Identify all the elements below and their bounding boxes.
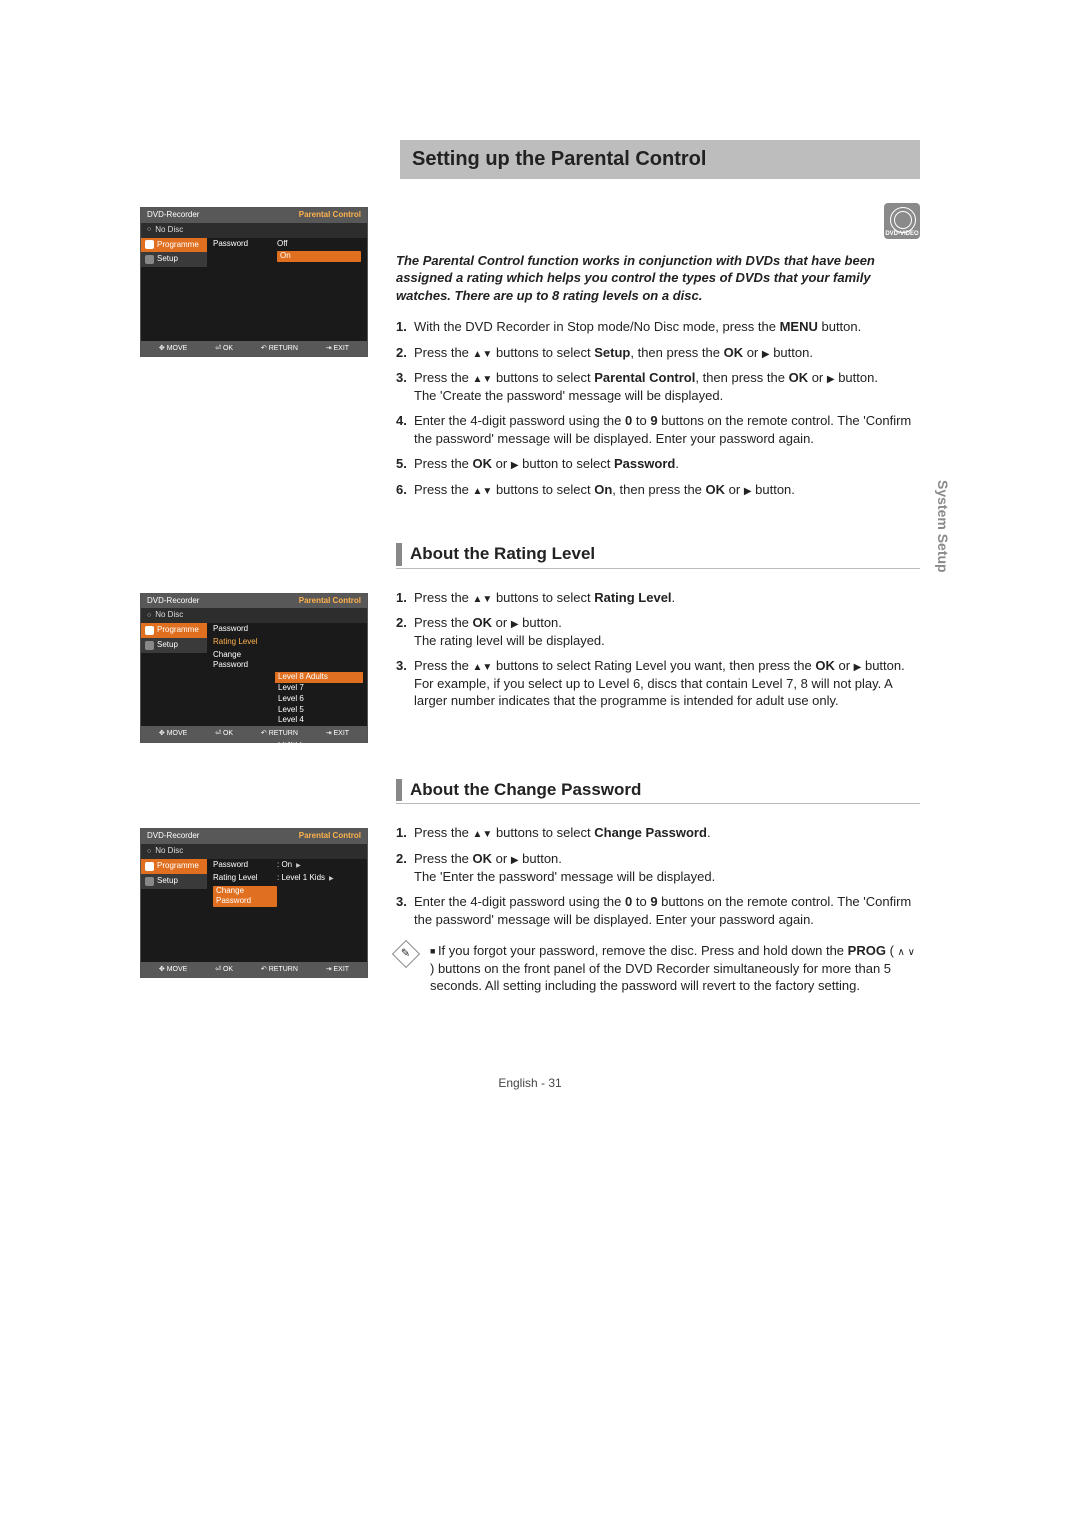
osd-footer: ✥ MOVE ⏎ OK ↶ RETURN ⇥ EXIT	[141, 726, 367, 741]
note-block: ✎ If you forgot your password, remove th…	[396, 942, 920, 995]
osd-nodisc: No Disc	[141, 608, 367, 623]
step-item: 3.Press the ▲▼ buttons to select Parenta…	[396, 369, 920, 404]
changepw-heading: About the Change Password	[396, 779, 920, 802]
page-title: Setting up the Parental Control	[400, 140, 920, 179]
step-item: 1.Press the ▲▼ buttons to select Change …	[396, 824, 920, 842]
osd-section-label: Parental Control	[299, 210, 361, 221]
step-item: 5.Press the OK or ▶ button to select Pas…	[396, 455, 920, 473]
osd-footer: ✥ MOVE ⏎ OK ↶ RETURN ⇥ EXIT	[141, 962, 367, 977]
osd-nodisc: No Disc	[141, 223, 367, 238]
step-item: 1.Press the ▲▼ buttons to select Rating …	[396, 589, 920, 607]
osd-side-programme: Programme	[141, 859, 207, 874]
osd-screenshot-1: DVD-Recorder Parental Control No Disc Pr…	[140, 203, 372, 507]
step-item: 6.Press the ▲▼ buttons to select On, the…	[396, 481, 920, 499]
osd-screenshot-2: DVD-Recorder Parental Control No Disc Pr…	[140, 589, 372, 743]
rating-steps: 1.Press the ▲▼ buttons to select Rating …	[396, 589, 920, 710]
dvd-video-badge: DVD-VIDEO	[884, 203, 920, 239]
note-text: If you forgot your password, remove the …	[426, 942, 920, 995]
changepw-steps: 1.Press the ▲▼ buttons to select Change …	[396, 824, 920, 928]
osd-footer: ✥ MOVE ⏎ OK ↶ RETURN ⇥ EXIT	[141, 341, 367, 356]
step-item: 3.Enter the 4-digit password using the 0…	[396, 893, 920, 928]
osd-level-item: Level 5	[275, 705, 363, 716]
page-footer: English - 31	[140, 1075, 920, 1091]
osd-section-label: Parental Control	[299, 596, 361, 607]
osd-side-setup: Setup	[141, 638, 207, 653]
osd-side-programme: Programme	[141, 238, 207, 253]
osd-changepw: Change Password	[213, 886, 277, 908]
osd-level-list: Level 8 AdultsLevel 7Level 6Level 5Level…	[275, 672, 363, 758]
note-icon: ✎	[392, 940, 420, 968]
osd-level-item: Level 7	[275, 683, 363, 694]
osd-level-item: Level 4	[275, 715, 363, 726]
osd-password-label: Password	[213, 239, 277, 250]
intro-text: The Parental Control function works in c…	[396, 252, 920, 305]
side-tab: System Setup	[933, 480, 952, 573]
rating-heading: About the Rating Level	[396, 543, 920, 566]
osd-level-item: Level 8 Adults	[275, 672, 363, 683]
step-item: 1.With the DVD Recorder in Stop mode/No …	[396, 318, 920, 336]
osd-screenshot-3: DVD-Recorder Parental Control No Disc Pr…	[140, 824, 372, 994]
main-steps: 1.With the DVD Recorder in Stop mode/No …	[396, 318, 920, 498]
osd-rating: Rating Level	[213, 637, 277, 648]
osd-recorder-label: DVD-Recorder	[147, 210, 199, 221]
osd-side-programme: Programme	[141, 623, 207, 638]
step-item: 4.Enter the 4-digit password using the 0…	[396, 412, 920, 447]
osd-recorder-label: DVD-Recorder	[147, 596, 199, 607]
step-item: 3.Press the ▲▼ buttons to select Rating …	[396, 657, 920, 710]
step-item: 2.Press the ▲▼ buttons to select Setup, …	[396, 344, 920, 362]
osd-nodisc: No Disc	[141, 844, 367, 859]
osd-on: On	[277, 251, 361, 262]
osd-section-label: Parental Control	[299, 831, 361, 842]
osd-side-setup: Setup	[141, 874, 207, 889]
osd-changepw: Change Password	[213, 650, 277, 672]
osd-password: Password	[213, 860, 277, 871]
osd-password: Password	[213, 624, 277, 635]
osd-level-item: Level 1 Kids	[275, 748, 363, 759]
osd-rating-val: : Level 1 Kids	[277, 873, 361, 884]
osd-side-setup: Setup	[141, 252, 207, 267]
step-item: 2.Press the OK or ▶ button.The rating le…	[396, 614, 920, 649]
osd-password-val: : On	[277, 860, 361, 871]
step-item: 2.Press the OK or ▶ button.The 'Enter th…	[396, 850, 920, 885]
osd-level-item: Level 6	[275, 694, 363, 705]
osd-recorder-label: DVD-Recorder	[147, 831, 199, 842]
osd-rating: Rating Level	[213, 873, 277, 884]
osd-off: Off	[277, 239, 361, 250]
